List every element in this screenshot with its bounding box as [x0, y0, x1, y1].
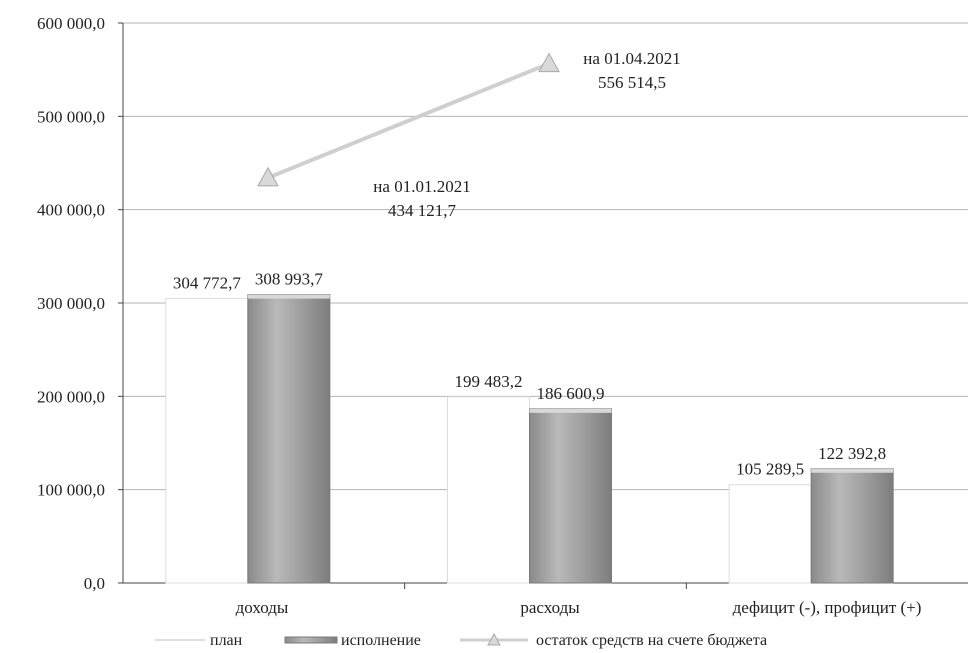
y-tick-label: 600 000,0 [37, 14, 105, 33]
legend-plan-label: план [210, 632, 243, 649]
bar-execution [529, 408, 612, 584]
balance-date-label: на 01.04.2021 [583, 49, 680, 68]
y-tick-label: 400 000,0 [37, 201, 105, 220]
execution-value-label: 122 392,8 [818, 444, 886, 463]
legend: план исполнение остаток средств на счете б… [155, 632, 767, 649]
plan-value-label: 304 772,7 [173, 274, 242, 293]
bar-execution-top [247, 294, 330, 299]
balance-line-path [267, 61, 550, 180]
y-tick-label: 500 000,0 [37, 107, 105, 126]
balance-value-label: 434 121,7 [388, 201, 457, 220]
category-label: расходы [520, 598, 580, 617]
bar-plan [728, 484, 812, 584]
balance-point-marker [257, 166, 279, 187]
legend-balance-label: остаток средств на счете бюджета [536, 632, 767, 649]
plan-value-label: 105 289,5 [736, 460, 804, 479]
bar-plan [447, 396, 530, 584]
bar-plan [165, 298, 249, 584]
legend-execution-swatch [284, 636, 338, 644]
balance-date-label: на 01.01.2021 [373, 177, 470, 196]
category-label: дефицит (-), профицит (+) [733, 598, 922, 617]
bar-execution-top [811, 468, 894, 473]
bar-execution [810, 468, 894, 584]
balance-line [257, 52, 560, 187]
plan-value-label: 199 483,2 [455, 372, 523, 391]
y-tick-label: 100 000,0 [37, 481, 105, 500]
y-tick-label: 0,0 [84, 574, 105, 593]
x-axis-categories: доходы расходы дефицит (-), профицит (+) [236, 598, 922, 617]
y-tick-label: 300 000,0 [37, 294, 105, 313]
bar-execution-top [529, 408, 612, 413]
category-label: доходы [236, 598, 289, 617]
legend-execution-label: исполнение [341, 632, 421, 649]
balance-point-marker [538, 52, 560, 73]
bars [165, 294, 894, 584]
legend-balance-marker [487, 632, 501, 646]
data-labels: 304 772,7 308 993,7 199 483,2 186 600,9 105 … [173, 49, 886, 479]
execution-value-label: 308 993,7 [255, 270, 324, 289]
execution-value-label: 186 600,9 [537, 384, 605, 403]
y-tick-label: 200 000,0 [37, 387, 105, 406]
bar-execution [247, 294, 331, 584]
balance-value-label: 556 514,5 [598, 73, 666, 92]
